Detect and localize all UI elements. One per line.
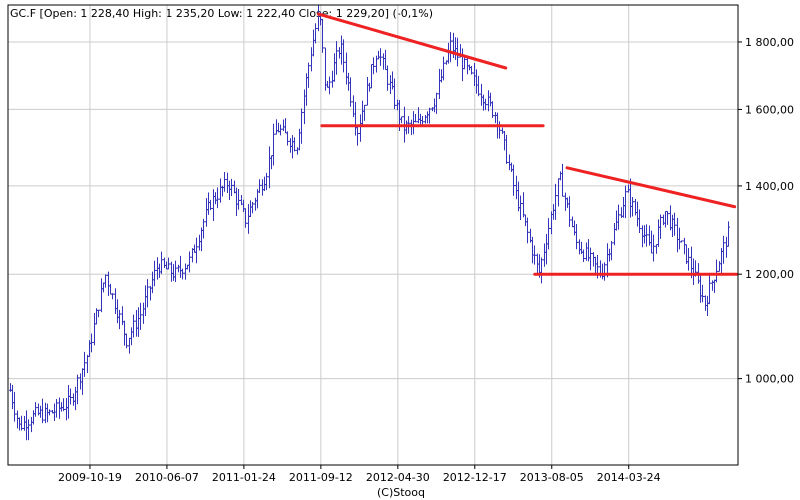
- chart-header-ohlc: GC.F [Open: 1 228,40 High: 1 235,20 Low:…: [10, 7, 433, 20]
- y-tick-label: 1 200,00: [745, 268, 794, 281]
- trendline: [317, 12, 508, 70]
- y-tick-label: 1 800,00: [745, 36, 794, 49]
- x-tick-label: 2013-08-05: [520, 471, 584, 484]
- ohlc-bars: [9, 4, 730, 441]
- plot-frame: [7, 4, 739, 466]
- x-tick-label: 2012-04-30: [366, 471, 430, 484]
- y-axis: 1 000,00 1 200,00 1 400,00 1 600,00 1 800,00: [738, 36, 794, 386]
- x-tick-label: 2011-01-24: [212, 471, 276, 484]
- source-credit: (C)Stooq: [377, 486, 425, 499]
- trendlines: [317, 12, 738, 276]
- x-tick-label: 2009-10-19: [58, 471, 122, 484]
- x-tick-label: 2010-06-07: [135, 471, 199, 484]
- y-tick-label: 1 400,00: [745, 180, 794, 193]
- y-tick-label: 1 600,00: [745, 103, 794, 116]
- x-tick-label: 2014-03-24: [597, 471, 661, 484]
- x-tick-label: 2011-09-12: [289, 471, 353, 484]
- x-tick-label: 2012-12-17: [443, 471, 507, 484]
- y-tick-label: 1 000,00: [745, 373, 794, 386]
- x-axis: 2009-10-19 2010-06-07 2011-01-24 2011-09-12…: [58, 465, 661, 484]
- trendline: [565, 166, 737, 209]
